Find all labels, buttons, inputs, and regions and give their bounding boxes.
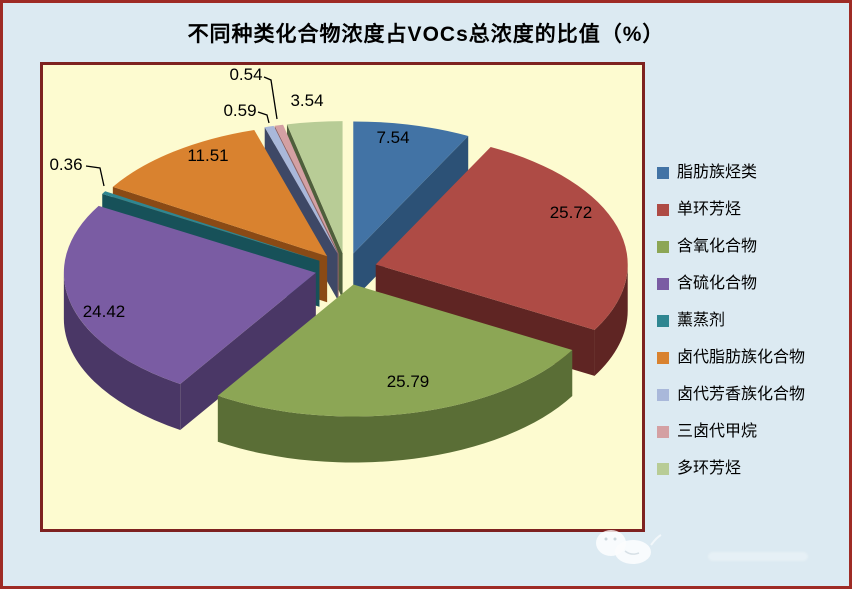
watermark-text-faint [708,552,808,561]
pie-slice-face [353,121,469,254]
pie-slice-face [286,121,343,254]
data-label-oxygenated-compounds: 25.79 [387,372,430,391]
legend-label: 含氧化合物 [677,238,758,255]
pie-slice-face [217,284,573,417]
pie-chart-svg: 7.54 25.72 25.79 24.42 0.36 11.51 0.59 0.54 3.54 [49,65,628,463]
legend-label: 卤代脂肪族化合物 [677,349,806,366]
pie-slice-face [112,129,328,257]
legend-item-halogenated-aliphatics: 卤代脂肪族化合物 [657,350,805,366]
legend-swatch-oxygenated-compounds [657,241,669,253]
data-label-halogenated-aliphatics: 11.51 [187,146,228,165]
pie-slice-oxygenated-compounds [217,284,573,463]
legend-swatch-trihalomethanes [657,426,669,438]
data-label-aliphatic-hydrocarbons: 7.54 [376,128,409,147]
legend-swatch-sulfur-compounds [657,278,669,290]
legend-label: 单环芳烃 [677,201,742,218]
legend-label: 三卤代甲烷 [677,423,758,440]
data-label-polycyclic-aromatics: 3.54 [290,91,323,110]
legend-swatch-halogenated-aromatics [657,389,669,401]
legend-item-sulfur-compounds: 含硫化合物 [657,276,805,292]
legend-swatch-halogenated-aliphatics [657,352,669,364]
data-label-monocyclic-aromatics: 25.72 [550,203,593,222]
legend-label: 含硫化合物 [677,275,758,292]
pie-slice-face [594,264,628,376]
data-label-halogenated-aromatics: 0.59 [223,101,256,120]
pie-slice-face [102,191,320,261]
watermark-mascot [596,530,662,564]
legend-item-fumigants: 薰蒸剂 [657,313,805,329]
label-leader-line-halogenated-aromatics [257,111,270,124]
pie-slice-face [375,146,628,330]
legend-swatch-aliphatic-hydrocarbons [657,167,669,179]
data-label-fumigants: 0.36 [49,155,82,174]
legend: 脂肪族烃类单环芳烃含氧化合物含硫化合物薰蒸剂卤代脂肪族化合物 卤代芳香族化合物 三卤… [657,165,805,477]
label-leader-line-fumigants [85,165,105,187]
legend-swatch-polycyclic-aromatics [657,463,669,475]
legend-item-halogenated-aromatics: 卤代芳香族化合物 [657,387,805,403]
pie-slice-face [264,125,338,254]
label-leader-line-trihalomethanes [263,76,278,120]
pie-slice-face [63,272,181,430]
legend-swatch-fumigants [657,315,669,327]
legend-label: 脂肪族烃类 [677,164,758,181]
legend-item-monocyclic-aromatics: 单环芳烃 [657,202,805,218]
data-label-sulfur-compounds: 24.42 [83,302,126,321]
legend-item-oxygenated-compounds: 含氧化合物 [657,239,805,255]
pie-slice-face [274,124,339,254]
legend-label: 薰蒸剂 [677,312,726,329]
pie-slice-sulfur-compounds [63,205,316,430]
pie-slice-face [180,272,316,430]
data-label-trihalomethanes: 0.54 [229,65,262,84]
pie-slice-face [63,205,316,384]
pie-slice-face [217,349,573,463]
legend-item-trihalomethanes: 三卤代甲烷 [657,424,805,440]
legend-label: 多环芳烃 [677,460,742,477]
legend-swatch-monocyclic-aromatics [657,204,669,216]
plot-area: 7.54 25.72 25.79 24.42 0.36 11.51 0.59 0.54 3.54 [40,62,645,532]
legend-label: 卤代芳香族化合物 [677,386,806,403]
legend-item-polycyclic-aromatics: 多环芳烃 [657,461,805,477]
chart-title: 不同种类化合物浓度占VOCs总浓度的比值（%） [187,23,665,46]
legend-item-aliphatic-hydrocarbons: 脂肪族烃类 [657,165,805,181]
